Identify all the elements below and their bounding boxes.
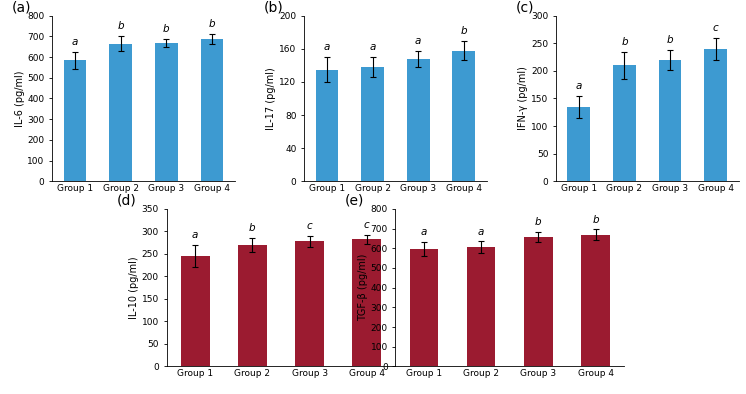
Bar — [361, 67, 384, 181]
Text: (c): (c) — [515, 0, 534, 14]
Text: b: b — [667, 35, 674, 45]
Text: a: a — [415, 35, 421, 46]
Bar — [524, 237, 553, 366]
Text: a: a — [478, 227, 484, 236]
Text: b: b — [592, 215, 599, 225]
Y-axis label: IL-6 (pg/ml): IL-6 (pg/ml) — [15, 70, 25, 127]
Bar — [201, 39, 223, 181]
Bar — [238, 245, 267, 366]
Text: c: c — [307, 221, 313, 231]
Y-axis label: TGF-β (pg/ml): TGF-β (pg/ml) — [358, 254, 368, 322]
Text: (d): (d) — [116, 193, 136, 207]
Text: a: a — [369, 42, 376, 52]
Text: a: a — [421, 227, 427, 237]
Text: c: c — [713, 23, 718, 33]
Text: b: b — [249, 223, 256, 233]
Bar — [467, 247, 495, 366]
Text: b: b — [163, 24, 169, 34]
Y-axis label: IL-10 (pg/ml): IL-10 (pg/ml) — [129, 256, 139, 319]
Text: (e): (e) — [345, 193, 365, 207]
Bar — [704, 49, 727, 181]
Bar — [452, 50, 475, 181]
Text: b: b — [621, 37, 628, 46]
Bar — [581, 235, 610, 366]
Text: b: b — [117, 22, 124, 32]
Bar — [181, 256, 210, 366]
Y-axis label: IL-17 (pg/ml): IL-17 (pg/ml) — [266, 67, 277, 130]
Bar — [353, 240, 381, 366]
Y-axis label: IFN-γ (pg/ml): IFN-γ (pg/ml) — [518, 67, 528, 130]
Text: b: b — [460, 26, 467, 35]
Bar — [568, 107, 590, 181]
Bar — [316, 70, 339, 181]
Text: (b): (b) — [264, 0, 283, 14]
Bar — [407, 59, 430, 181]
Text: c: c — [364, 220, 370, 230]
Bar — [410, 249, 439, 366]
Text: b: b — [209, 19, 216, 29]
Text: a: a — [576, 81, 582, 91]
Bar — [613, 65, 636, 181]
Bar — [63, 60, 87, 181]
Text: (a): (a) — [12, 0, 31, 14]
Bar — [155, 43, 178, 181]
Text: b: b — [535, 217, 542, 227]
Text: a: a — [192, 230, 198, 240]
Bar — [659, 60, 682, 181]
Bar — [109, 44, 132, 181]
Text: a: a — [72, 37, 78, 47]
Text: a: a — [324, 42, 330, 52]
Bar — [295, 241, 324, 366]
